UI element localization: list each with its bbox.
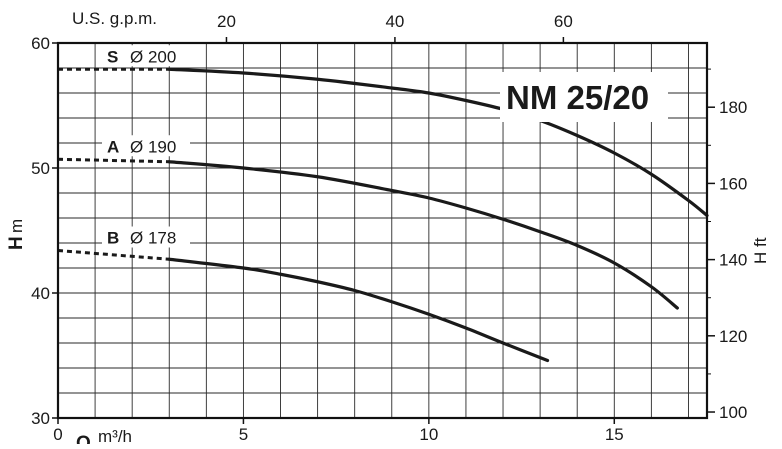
y-right-tick-label: 100: [719, 403, 747, 422]
y-right-axis-title: H ft: [751, 237, 770, 264]
x-top-tick-label: 60: [554, 12, 573, 31]
x-top-tick-label: 20: [217, 12, 236, 31]
curve-dashed-segment: [57, 157, 170, 164]
y-left-tick-label: 30: [31, 409, 50, 428]
pump-curve-a: [57, 157, 679, 310]
x-top-axis-title: U.S. g.p.m.: [72, 9, 157, 28]
curve-label-bg: [102, 135, 190, 157]
y-right-tick-label: 180: [719, 98, 747, 117]
y-left-tick-label: 50: [31, 159, 50, 178]
curve-label-diameter: Ø 200: [130, 47, 176, 66]
y-left-tick-label: 40: [31, 284, 50, 303]
curve-label-diameter: Ø 178: [130, 229, 176, 248]
pump-curve-b: [57, 249, 550, 363]
plot-frame: [56, 41, 709, 420]
y-left-axis-symbol: H: [6, 236, 27, 250]
x-bottom-axis-title: m³/h: [98, 427, 132, 444]
curve-solid-segment: [167, 160, 679, 310]
model-title-bg: [500, 72, 668, 122]
x-top-tick-label: 40: [385, 12, 404, 31]
tick-group: [52, 37, 715, 424]
curve-label-letter: B: [107, 229, 119, 248]
curve-label-bg: [102, 45, 190, 67]
x-bottom-axis-symbol: Q: [76, 433, 91, 444]
curve-label-letter: S: [107, 47, 118, 66]
curve-label-diameter: Ø 190: [130, 137, 176, 156]
curve-label-bg: [102, 226, 190, 248]
y-left-axis-title: Hm: [6, 219, 27, 250]
model-title: NM 25/20: [506, 79, 649, 116]
y-left-axis-unit: m: [7, 219, 26, 233]
y-right-tick-label: 160: [719, 174, 747, 193]
x-bottom-tick-label: 10: [419, 425, 438, 444]
curve-label-letter: A: [107, 137, 119, 156]
y-right-tick-label: 140: [719, 251, 747, 270]
x-bottom-tick-label: 15: [605, 425, 624, 444]
y-right-tick-label: 120: [719, 327, 747, 346]
y-left-tick-label: 60: [31, 34, 50, 53]
curve-solid-segment: [167, 257, 550, 363]
curve-dashed-segment: [57, 249, 170, 261]
plot-border: [56, 41, 709, 420]
y-right-axis-title-group: H ft: [751, 237, 770, 264]
x-bottom-tick-label: 5: [239, 425, 248, 444]
x-bottom-tick-label: 0: [53, 425, 62, 444]
label-group: 0 5 10 15 20 40 60 30 40 50 60 100 120 140 160 180 U.S. …: [6, 9, 770, 449]
